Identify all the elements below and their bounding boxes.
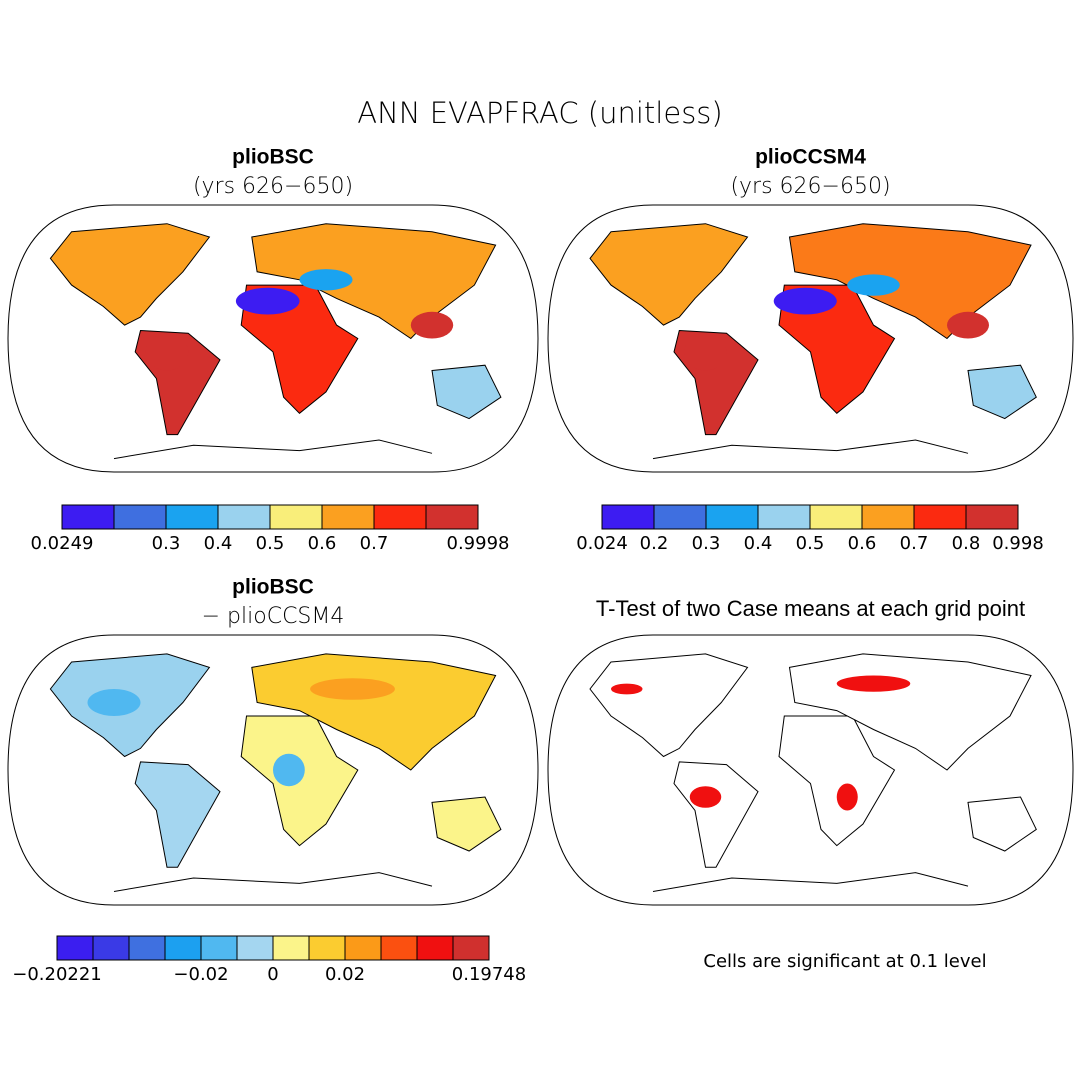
map: [7, 634, 539, 906]
colorbar-cell: [965, 504, 1019, 530]
field-patch: [299, 269, 353, 291]
colorbar-label: 0.0249: [31, 533, 94, 554]
map: [547, 204, 1074, 473]
continent: [49, 223, 211, 326]
continent: [240, 284, 359, 414]
continent: [967, 364, 1037, 420]
colorbar-cell: [757, 504, 811, 530]
colorbar-cell: [269, 504, 323, 530]
colorbar-label: 0.2: [640, 533, 669, 554]
colorbar-cell: [56, 935, 94, 961]
continent: [431, 364, 502, 420]
continent: [778, 715, 896, 847]
field-patch: [773, 287, 837, 315]
antarctica: [652, 439, 969, 460]
colorbar-cell: [321, 504, 375, 530]
panel-title: plioBSC: [232, 576, 314, 599]
field-patch: [235, 287, 300, 315]
colorbar-label: 0.5: [796, 533, 825, 554]
colorbar-cell: [113, 504, 167, 530]
panel-subtitle: (yrs 626−650): [730, 174, 890, 199]
field-patch: [684, 333, 727, 371]
colorbar-label: −0.20221: [12, 964, 102, 985]
field-patch: [611, 683, 643, 695]
colorbar-cell: [416, 935, 454, 961]
continent: [589, 653, 749, 758]
colorbar-label: 0.7: [360, 533, 389, 554]
panel-title: T-Test of two Case means at each grid po…: [596, 596, 1025, 621]
colorbar-cell: [236, 935, 274, 961]
colorbar-label: 0.02: [325, 964, 365, 985]
colorbar-cell: [861, 504, 915, 530]
panel-title: plioCCSM4: [755, 146, 866, 169]
colorbar-cell: [344, 935, 382, 961]
colorbar-cell: [653, 504, 707, 530]
field-patch: [836, 783, 858, 811]
colorbar-cell: [425, 504, 479, 530]
continent: [589, 223, 749, 326]
colorbar-cell: [92, 935, 130, 961]
continent: [431, 796, 502, 852]
colorbar-cell: [601, 504, 655, 530]
colorbar-cell: [809, 504, 863, 530]
field-patch: [689, 786, 722, 808]
field-patch: [87, 689, 141, 716]
field-patch: [847, 274, 900, 296]
field-patch: [947, 311, 989, 339]
antarctica: [652, 872, 969, 892]
field-patch: [273, 753, 305, 787]
colorbar-cell: [380, 935, 418, 961]
colorbar-label: −0.02: [173, 964, 228, 985]
colorbar-cell: [308, 935, 346, 961]
colorbar-cell: [165, 504, 219, 530]
colorbar-cell: [272, 935, 310, 961]
colorbar-cell: [452, 935, 490, 961]
field-patch: [836, 675, 911, 692]
colorbar-cell: [164, 935, 202, 961]
colorbar-label: 0.998: [992, 533, 1044, 554]
continent: [967, 796, 1037, 852]
colorbar-label: 0.3: [152, 533, 181, 554]
colorbar-label: 0.6: [848, 533, 877, 554]
colorbar-cell: [913, 504, 967, 530]
colorbar-label: 0.4: [744, 533, 773, 554]
map: [547, 634, 1074, 906]
colorbar-label: 0.19748: [452, 964, 526, 985]
colorbar-label: 0.7: [900, 533, 929, 554]
continent: [673, 761, 759, 868]
field-patch: [145, 333, 189, 371]
colorbar-label: 0.024: [576, 533, 628, 554]
panel-subtitle: − plioCCSM4: [202, 604, 345, 629]
antarctica: [113, 439, 433, 460]
continent: [134, 761, 221, 868]
colorbar-cell: [61, 504, 115, 530]
colorbar-label: 0.6: [308, 533, 337, 554]
colorbar-label: 0.8: [952, 533, 981, 554]
field-patch: [410, 311, 454, 339]
colorbar-label: 0.5: [256, 533, 285, 554]
colorbar-label: 0: [267, 964, 278, 985]
colorbar-cell: [705, 504, 759, 530]
field-patch: [310, 678, 395, 700]
panel-note: Cells are significant at 0.1 level: [703, 951, 986, 972]
antarctica: [113, 872, 433, 892]
colorbar-label: 0.9998: [447, 533, 510, 554]
colorbar-cell: [200, 935, 238, 961]
colorbar-cell: [373, 504, 427, 530]
colorbar-cell: [128, 935, 166, 961]
colorbar-label: 0.3: [692, 533, 721, 554]
figure-title: ANN EVAPFRAC (unitless): [357, 96, 722, 130]
continent: [778, 284, 896, 414]
colorbar-cell: [217, 504, 271, 530]
continent: [251, 653, 497, 771]
panel-subtitle: (yrs 626−650): [193, 174, 353, 199]
panel-title: plioBSC: [232, 146, 314, 169]
map: [7, 204, 539, 473]
colorbar-label: 0.4: [204, 533, 233, 554]
